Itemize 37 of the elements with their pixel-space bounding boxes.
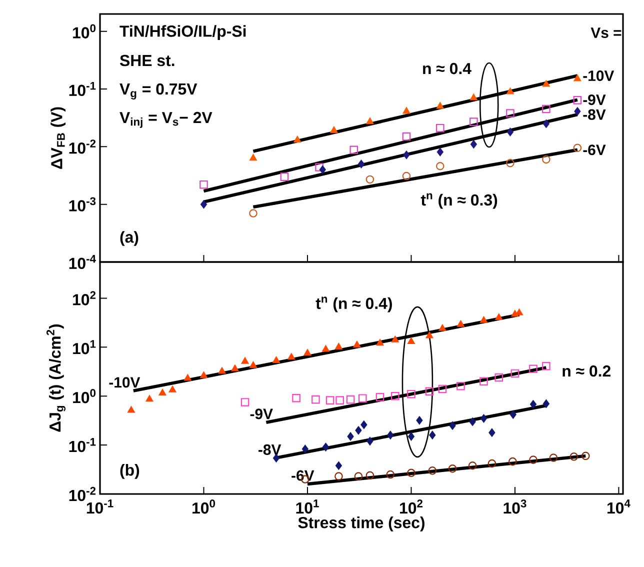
annotation: V$_{inj}$ = V$_{s}$− 2V <box>120 112 212 128</box>
x-tick-label: 10$^{3}$ <box>504 500 526 514</box>
y-tick-label: 10$^{-2}$ <box>69 486 96 502</box>
annotation: n ≈ 0.2 <box>562 365 610 377</box>
series-label: -9V <box>583 94 606 106</box>
annotation: (a) <box>120 231 138 246</box>
x-tick-label: 10$^{1}$ <box>296 500 319 514</box>
annotation: t$^{n}$ (n ≈ 0.3) <box>420 193 498 209</box>
annotation: TiN/HfSiO/IL/p-Si <box>120 25 246 40</box>
y-tick-label: 10$^{-4}$ <box>69 254 96 270</box>
y-tick-label: 10$^{-1}$ <box>69 82 96 96</box>
series-label: -6V <box>583 144 606 156</box>
annotation: t$^{n}$ (n ≈ 0.4) <box>316 296 392 312</box>
annotation: V$_{g}$ = 0.75V <box>120 83 198 100</box>
y-tick-label: 10$^{2}$ <box>73 291 96 306</box>
y-axis-title: ΔV$_{FB}$ (V) <box>50 107 66 169</box>
y-tick-label: 10$^{-1}$ <box>69 438 96 452</box>
series-label: -10V <box>583 70 614 82</box>
y-tick-label: 10$^{0}$ <box>73 389 96 404</box>
x-tick-label: 10$^{2}$ <box>400 500 423 514</box>
annotation: SHE st. <box>120 54 174 66</box>
legend-title: Vs = <box>590 28 622 38</box>
y-tick-label: 10$^{-3}$ <box>69 197 96 212</box>
series-label: -10V <box>109 377 140 388</box>
y-tick-label: 10$^{-2}$ <box>69 140 96 154</box>
x-tick-label: 10$^{-1}$ <box>86 500 114 514</box>
x-tick-label: 10$^{0}$ <box>192 500 216 514</box>
y-tick-label: 10$^{1}$ <box>73 340 96 354</box>
y-axis-title: ΔJ$_{g}$ (t) (A/cm$^{2}$) <box>46 324 66 432</box>
annotation: n ≈ 0.4 <box>423 62 472 74</box>
series-label: -8V <box>258 444 282 455</box>
x-axis-title: Stress time (sec) <box>298 516 424 532</box>
x-tick-label: 10$^{4}$ <box>607 500 630 514</box>
series-label: -8V <box>583 109 606 120</box>
series-label: -9V <box>250 408 273 420</box>
y-tick-label: 10$^{0}$ <box>73 24 96 38</box>
annotation: (b) <box>120 464 140 479</box>
